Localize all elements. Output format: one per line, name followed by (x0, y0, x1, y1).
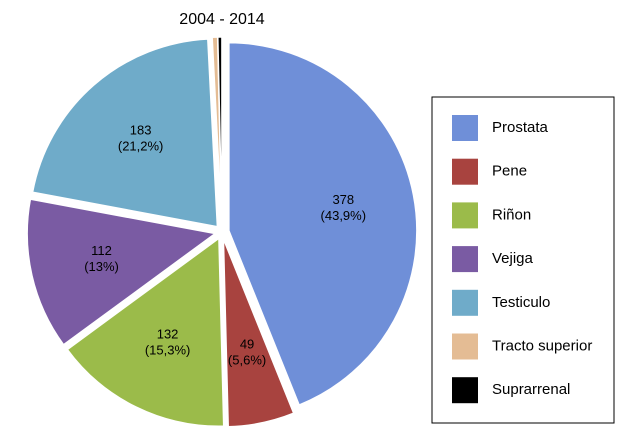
percent-label: (5,6%) (228, 352, 266, 367)
legend-label: Testiculo (492, 294, 550, 311)
percent-label: (13%) (84, 259, 119, 274)
legend-label: Suprarrenal (492, 381, 570, 398)
pie-slice (31, 38, 219, 228)
percent-label: (43,9%) (321, 208, 367, 223)
legend-swatch (452, 158, 478, 185)
pie-slice (222, 238, 295, 428)
percent-label: (21,2%) (118, 138, 164, 153)
value-label: 49 (240, 336, 254, 351)
legend-label: Prostata (492, 119, 549, 136)
legend-label: Vejiga (492, 250, 534, 267)
pie-slice (26, 198, 218, 346)
chart-title: 2004 - 2014 (179, 11, 265, 28)
pie-slice (228, 41, 418, 407)
legend-swatch (452, 202, 478, 229)
legend-label: Pene (492, 163, 527, 180)
legend-label: Tracto superior (492, 337, 592, 354)
value-label: 183 (130, 122, 152, 137)
value-label: 378 (332, 192, 354, 207)
legend-swatch (452, 246, 478, 273)
legend-swatch (452, 115, 478, 141)
percent-label: (15,3%) (145, 342, 191, 357)
pie-slice (66, 236, 225, 427)
legend-swatch (452, 289, 478, 316)
pie-slice (217, 36, 223, 226)
value-label: 112 (91, 243, 112, 258)
legend-swatch (452, 377, 478, 404)
legend-label: Riñon (492, 206, 531, 223)
value-label: 132 (157, 326, 179, 341)
legend-swatch (452, 333, 478, 360)
